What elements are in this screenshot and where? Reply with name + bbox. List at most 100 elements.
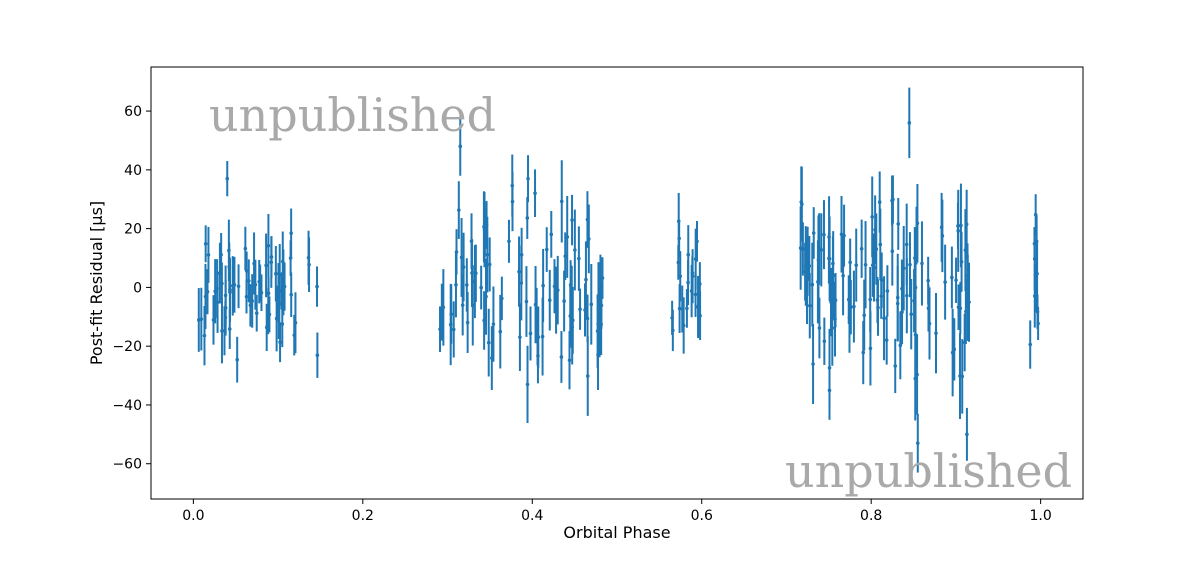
data-point	[696, 305, 700, 309]
data-point	[507, 239, 511, 244]
data-point	[943, 280, 947, 284]
data-point	[220, 281, 224, 286]
data-point	[235, 357, 239, 362]
data-point	[289, 292, 294, 297]
data-point	[269, 255, 274, 259]
data-point	[964, 309, 968, 314]
data-point	[569, 301, 574, 306]
data-point	[693, 292, 698, 297]
x-axis-label: Orbital Phase	[563, 523, 670, 542]
data-point	[278, 340, 282, 344]
data-point	[915, 441, 920, 445]
data-point	[280, 259, 285, 264]
data-point	[449, 312, 454, 316]
data-point	[689, 289, 694, 293]
data-point	[563, 254, 568, 258]
y-tick-label: −60	[112, 457, 142, 473]
data-point	[533, 191, 537, 195]
data-point	[599, 322, 603, 327]
data-point	[827, 366, 832, 370]
data-point	[573, 248, 577, 252]
data-point	[677, 306, 682, 311]
data-point	[479, 285, 483, 290]
x-tick-label: 0.6	[691, 508, 713, 524]
data-point	[920, 261, 924, 266]
data-point	[870, 263, 875, 267]
data-point	[533, 302, 538, 307]
data-point	[252, 261, 256, 266]
data-point	[959, 223, 963, 228]
data-point	[460, 303, 465, 307]
data-point	[965, 273, 970, 278]
data-points	[196, 87, 1040, 473]
data-point	[528, 331, 533, 336]
data-point	[544, 247, 549, 252]
data-point	[519, 281, 524, 285]
data-point	[914, 233, 919, 238]
data-point	[266, 243, 271, 248]
data-point	[810, 282, 815, 287]
data-point	[676, 260, 681, 265]
data-point	[854, 263, 859, 267]
data-point	[487, 262, 492, 267]
data-point	[482, 224, 486, 229]
data-point	[950, 275, 954, 280]
data-point	[913, 332, 918, 337]
data-point	[585, 217, 590, 222]
data-point	[585, 374, 590, 378]
data-point	[830, 326, 835, 330]
data-point	[559, 199, 564, 204]
data-point	[681, 323, 686, 328]
data-point	[518, 335, 522, 339]
data-point	[879, 278, 884, 282]
data-point	[939, 225, 944, 230]
data-point	[469, 239, 474, 243]
data-point	[570, 218, 574, 222]
data-point	[698, 313, 702, 318]
data-point	[289, 231, 293, 235]
y-tick-label: −40	[112, 398, 142, 414]
data-point	[510, 183, 515, 188]
data-point	[874, 247, 879, 251]
data-point	[1032, 241, 1037, 246]
data-point	[822, 339, 827, 344]
data-point	[811, 231, 816, 235]
data-point	[465, 320, 470, 325]
data-point	[693, 257, 698, 261]
data-point	[913, 376, 918, 381]
x-tick-label: 0.4	[521, 508, 543, 524]
data-point	[264, 263, 268, 268]
data-point	[862, 313, 867, 317]
data-point	[1033, 213, 1038, 217]
data-point	[596, 295, 601, 300]
data-point	[805, 277, 809, 282]
watermark-top: unpublished	[209, 88, 496, 142]
data-point	[589, 302, 594, 307]
data-point	[958, 374, 962, 378]
data-point	[307, 262, 311, 267]
data-point	[811, 362, 815, 366]
data-point	[678, 274, 683, 279]
data-point	[964, 222, 969, 227]
data-point	[800, 202, 804, 206]
data-point	[205, 289, 210, 294]
data-point	[848, 260, 852, 265]
data-point	[827, 256, 832, 261]
data-point	[690, 271, 695, 275]
data-point	[219, 252, 223, 257]
y-tick-label: 0	[133, 280, 142, 296]
data-point	[243, 246, 248, 251]
data-point	[685, 306, 689, 311]
data-point	[549, 232, 554, 237]
data-point	[228, 288, 232, 292]
data-point	[577, 256, 581, 261]
data-point	[868, 346, 873, 351]
data-point	[547, 298, 552, 302]
data-point	[199, 317, 204, 321]
data-point	[870, 215, 875, 219]
data-point	[517, 269, 521, 274]
data-point	[898, 343, 903, 348]
data-point	[486, 340, 491, 345]
data-point	[907, 121, 912, 125]
